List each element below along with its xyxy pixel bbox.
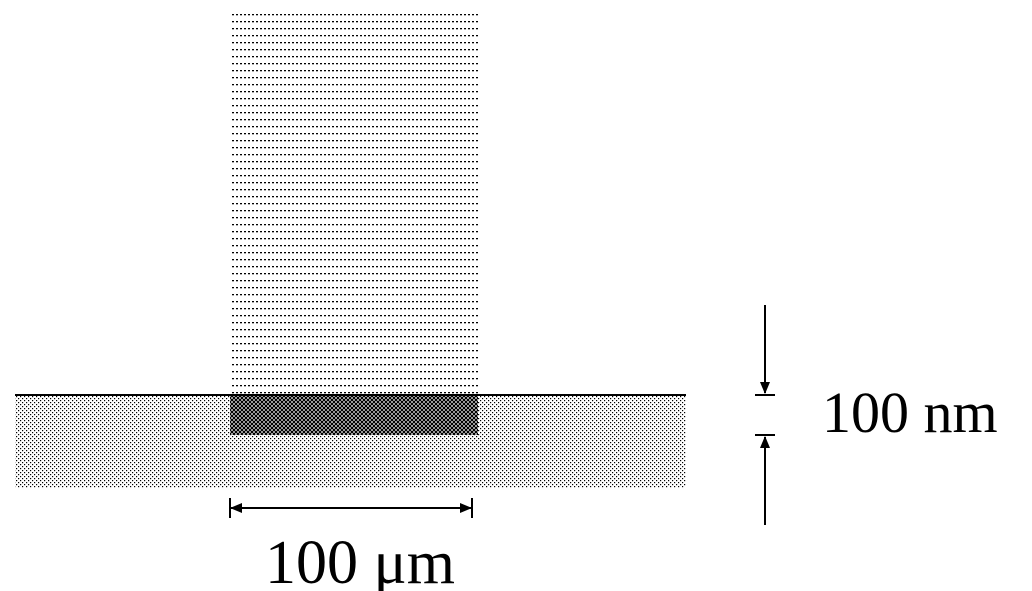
width-dimension	[229, 498, 473, 518]
column	[230, 10, 478, 395]
thickness-label: 100 nm	[822, 380, 998, 445]
thickness-dimension	[755, 305, 775, 525]
modified-region	[230, 395, 478, 435]
width-label: 100 μm	[265, 529, 455, 591]
